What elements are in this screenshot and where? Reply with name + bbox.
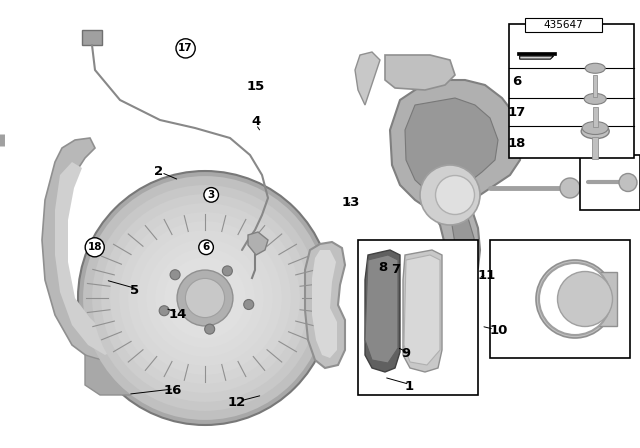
Text: 6: 6 [513,75,522,88]
Text: 3: 3 [207,190,215,200]
Ellipse shape [536,288,544,296]
Text: 5: 5 [130,284,139,297]
Text: 17: 17 [179,43,193,53]
Ellipse shape [420,165,480,225]
Ellipse shape [147,239,264,357]
Ellipse shape [560,178,580,198]
Text: 13: 13 [342,196,360,209]
Polygon shape [355,52,380,105]
Text: 16: 16 [164,384,182,397]
Text: 12: 12 [228,396,246,409]
Text: 14: 14 [169,308,187,321]
Polygon shape [403,250,442,372]
Ellipse shape [119,212,291,384]
Polygon shape [82,30,102,45]
Ellipse shape [101,194,309,402]
Text: 6: 6 [202,242,210,252]
Ellipse shape [548,274,556,282]
Ellipse shape [128,221,282,375]
Text: 2: 2 [154,164,163,178]
Ellipse shape [557,271,612,327]
Ellipse shape [582,121,608,134]
Ellipse shape [539,263,611,335]
Text: 435647: 435647 [543,20,583,30]
Polygon shape [580,272,617,326]
Text: 11: 11 [477,269,495,282]
Text: 18: 18 [508,137,526,150]
Ellipse shape [170,270,180,280]
Ellipse shape [619,173,637,191]
Ellipse shape [186,279,225,318]
Text: 10: 10 [490,324,508,337]
Text: 18: 18 [88,242,102,252]
Polygon shape [42,138,130,368]
Ellipse shape [156,248,255,348]
Polygon shape [404,255,440,365]
Bar [517,52,556,55]
Bar [490,240,630,358]
Polygon shape [385,55,455,90]
Ellipse shape [137,230,273,366]
Bar [593,107,598,127]
Polygon shape [305,242,345,368]
Ellipse shape [83,176,327,420]
Text: 8: 8 [378,261,387,275]
Ellipse shape [244,300,253,310]
Polygon shape [365,250,400,372]
Bar [358,240,478,395]
Ellipse shape [110,203,300,393]
Ellipse shape [435,176,474,215]
Ellipse shape [532,274,540,282]
Bar [580,155,640,210]
Ellipse shape [92,185,318,411]
Polygon shape [312,250,337,358]
Polygon shape [388,375,435,388]
Polygon shape [390,80,522,278]
Ellipse shape [177,270,233,326]
Polygon shape [520,56,554,59]
Bar [509,24,634,158]
Ellipse shape [581,124,609,139]
Text: 1: 1 [405,379,414,393]
Ellipse shape [222,266,232,276]
Polygon shape [405,98,498,268]
Text: 17: 17 [508,106,526,120]
Bar [525,18,602,32]
Polygon shape [85,355,145,395]
Ellipse shape [536,260,614,338]
Polygon shape [365,255,398,363]
Polygon shape [248,232,268,255]
Ellipse shape [78,171,332,425]
Ellipse shape [584,94,606,104]
Polygon shape [55,162,118,355]
Text: 15: 15 [247,79,265,93]
Ellipse shape [205,324,214,334]
Ellipse shape [159,306,169,316]
Bar [592,137,598,159]
Text: 4: 4 [252,115,260,129]
Ellipse shape [585,63,605,73]
Bar [593,75,597,97]
Text: 7: 7 [391,263,400,276]
Ellipse shape [164,257,246,339]
Text: 9: 9 [402,347,411,361]
